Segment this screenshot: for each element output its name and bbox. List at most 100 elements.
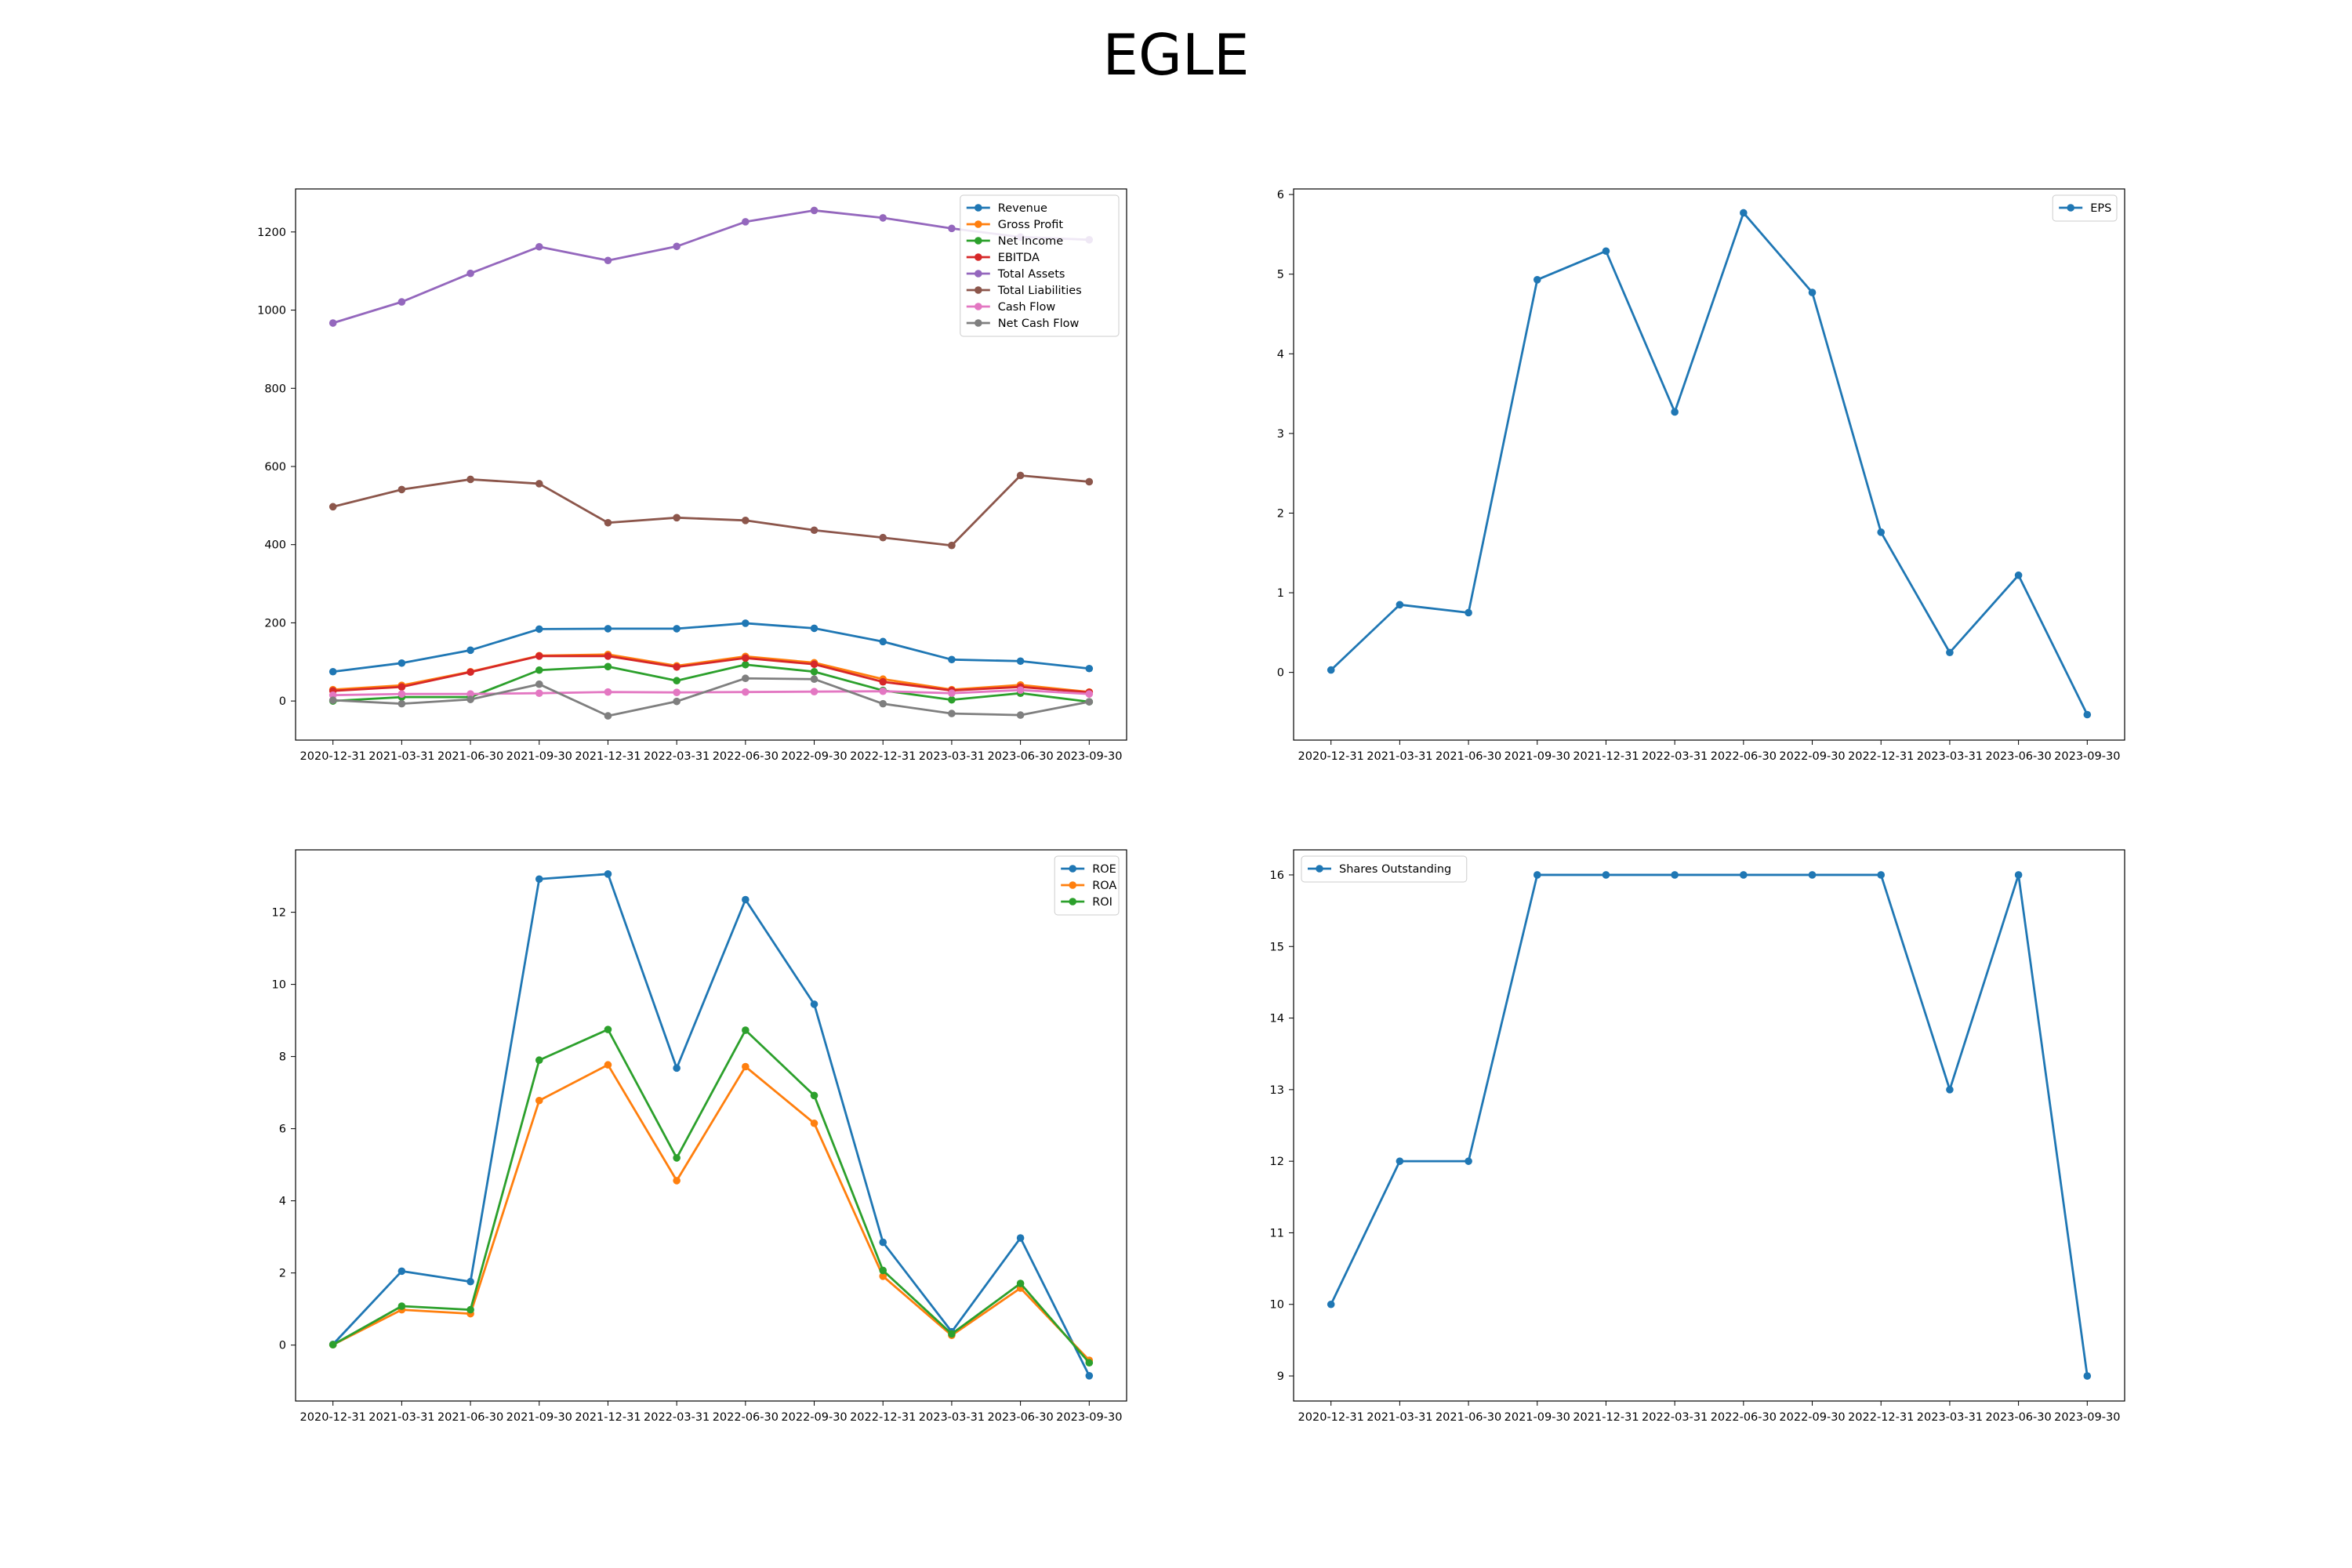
legend-marker	[975, 237, 982, 245]
data-point	[328, 667, 337, 676]
data-point	[810, 206, 818, 215]
series-net-income	[328, 660, 1094, 706]
data-point	[673, 514, 681, 522]
data-point	[1085, 664, 1094, 673]
series-total-liabilities	[328, 471, 1094, 550]
data-point	[948, 541, 956, 550]
legend-item: EPS	[2059, 202, 2111, 215]
data-point	[879, 1238, 887, 1247]
chart-panels: 2020-12-31 2021-03-31 2021-06-30 2021-09-30…	[257, 188, 2125, 1424]
data-point	[604, 1025, 612, 1033]
legend-item: Net Income	[966, 235, 1063, 248]
y-tick-label: 10	[1270, 1299, 1284, 1312]
legend-label: ROI	[1092, 896, 1112, 909]
data-point	[535, 242, 543, 251]
data-point	[1602, 871, 1610, 879]
data-point	[673, 688, 681, 696]
x-tick-label: 2021-12-31	[575, 750, 641, 763]
series-roi	[328, 1025, 1094, 1367]
x-tick-label: 2021-09-30	[506, 1411, 572, 1424]
y-tick-label: 16	[1270, 869, 1284, 882]
data-point	[466, 475, 474, 484]
data-point	[742, 654, 750, 662]
y-tick-label: 0	[279, 1340, 286, 1352]
data-point	[742, 895, 750, 904]
x-tick-label: 2023-03-31	[1917, 1411, 1983, 1424]
data-point	[1808, 871, 1817, 879]
x-tick-label: 2022-06-30	[713, 1411, 779, 1424]
y-tick-label: 12	[1270, 1156, 1284, 1168]
legend-item: Cash Flow	[966, 301, 1055, 314]
x-tick-label: 2021-06-30	[437, 750, 503, 763]
legend-marker	[1069, 898, 1076, 906]
data-point	[604, 256, 612, 265]
data-point	[810, 688, 818, 695]
data-point	[1085, 698, 1094, 706]
series-line	[332, 1028, 1091, 1364]
legend-item: Shares Outstanding	[1308, 863, 1451, 876]
data-point	[604, 870, 612, 878]
x-tick-label: 2022-06-30	[1711, 1411, 1777, 1424]
x-tick-label: 2023-06-30	[987, 750, 1053, 763]
data-point	[2014, 571, 2023, 579]
legend-marker	[975, 303, 982, 310]
data-point	[1671, 408, 1679, 416]
x-tick-label: 2021-12-31	[575, 1411, 641, 1424]
data-point	[328, 319, 337, 327]
data-point	[742, 688, 750, 696]
x-tick-label: 2023-03-31	[1917, 750, 1983, 763]
x-tick-label: 2022-12-31	[850, 1411, 916, 1424]
data-point	[673, 677, 681, 685]
data-point	[879, 637, 887, 646]
data-point	[879, 1266, 887, 1275]
x-tick-label: 2022-03-31	[1642, 1411, 1708, 1424]
returns-chart: 2020-12-31 2021-03-31 2021-06-30 2021-09-30…	[272, 849, 1127, 1424]
x-tick-label: 2023-03-31	[919, 750, 985, 763]
x-tick-label: 2021-06-30	[1436, 1411, 1501, 1424]
data-point	[328, 503, 337, 511]
data-point	[879, 214, 887, 222]
data-point	[2083, 710, 2092, 719]
data-point	[673, 1177, 681, 1185]
y-tick-label: 6	[279, 1123, 286, 1136]
data-point	[1085, 690, 1094, 698]
series-line	[332, 655, 1090, 694]
x-tick-label: 2021-09-30	[1504, 750, 1570, 763]
data-point	[328, 696, 337, 704]
data-point	[1016, 1279, 1025, 1287]
data-point	[1085, 1371, 1094, 1380]
data-point	[397, 699, 406, 708]
legend-item: ROE	[1061, 863, 1116, 876]
legend: EPS	[2052, 194, 2118, 222]
legend-marker	[975, 319, 982, 327]
data-point	[810, 1119, 818, 1127]
y-tick-label: 9	[1277, 1370, 1284, 1383]
legend-label: Shares Outstanding	[1339, 863, 1451, 876]
data-point	[535, 666, 543, 674]
y-tick-label: 6	[1277, 189, 1284, 201]
legend-item: Net Cash Flow	[966, 318, 1079, 330]
legend-marker	[1316, 865, 1323, 873]
legend-label: Total Liabilities	[997, 285, 1082, 297]
data-point	[466, 646, 474, 655]
x-tick-label: 2022-12-31	[1848, 750, 1914, 763]
series-line	[332, 688, 1090, 697]
data-point	[1016, 657, 1025, 666]
x-tick-label: 2021-09-30	[1504, 1411, 1570, 1424]
y-tick-label: 1200	[257, 227, 286, 239]
data-point	[810, 624, 818, 633]
data-point	[673, 625, 681, 633]
legend-box	[1301, 855, 1468, 883]
data-point	[742, 516, 750, 524]
series-cash-flow	[328, 686, 1094, 699]
data-point	[604, 652, 612, 660]
y-tick-label: 400	[264, 539, 286, 552]
y-tick-label: 1000	[257, 305, 286, 318]
x-tick-label: 2020-12-31	[1298, 1411, 1364, 1424]
series-line	[1330, 212, 2089, 716]
data-point	[1016, 711, 1025, 719]
legend-marker	[975, 270, 982, 278]
y-tick-label: 12	[272, 907, 286, 920]
data-point	[535, 480, 543, 488]
data-point	[879, 677, 887, 686]
